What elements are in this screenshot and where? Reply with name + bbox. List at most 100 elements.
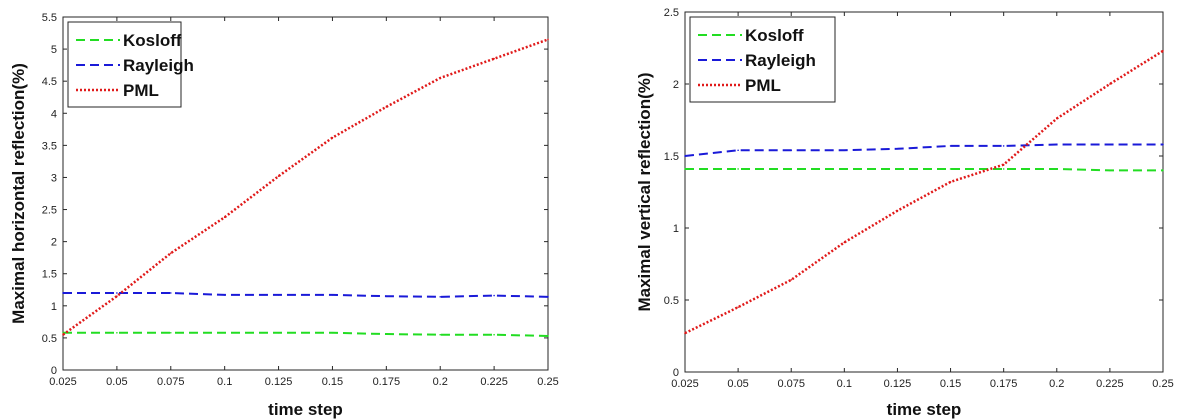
data-point-kosloff	[116, 331, 118, 334]
y-tick-label: 3	[51, 172, 57, 184]
data-point-pml	[790, 279, 793, 281]
data-point-kosloff	[277, 331, 280, 334]
data-point-kosloff	[896, 168, 899, 170]
data-point-rayleigh	[737, 149, 739, 152]
data-point-kosloff	[169, 331, 172, 334]
data-point-kosloff	[223, 331, 226, 334]
series-line-pml	[62, 38, 549, 336]
y-tick-label: 4.5	[42, 76, 57, 88]
data-point-rayleigh	[331, 294, 334, 296]
data-point-rayleigh	[116, 292, 118, 294]
x-tick-label: 0.175	[990, 378, 1018, 390]
y-tick-label: 2.5	[42, 205, 57, 217]
x-tick-label: 0.1	[217, 376, 232, 388]
data-point-pml	[169, 252, 172, 254]
data-point-pml	[843, 241, 846, 244]
data-point-pml	[385, 106, 388, 108]
data-point-rayleigh	[790, 149, 793, 152]
y-tick-label: 1.5	[664, 151, 679, 163]
y-tick-label: 1	[51, 301, 57, 313]
data-point-pml	[277, 175, 280, 177]
x-axis-label: time step	[268, 400, 343, 419]
x-tick-label: 0.05	[106, 376, 127, 388]
x-tick-label: 0.175	[373, 376, 401, 388]
data-point-pml	[1055, 117, 1058, 120]
series-line-kosloff	[63, 331, 549, 337]
data-point-rayleigh	[1055, 143, 1058, 146]
legend: Kosloff Rayleigh PML	[67, 21, 194, 108]
data-point-kosloff	[1002, 168, 1005, 170]
data-point-kosloff	[949, 168, 952, 170]
data-point-rayleigh	[439, 296, 442, 298]
data-point-kosloff	[684, 168, 686, 170]
y-tick-label: 4	[51, 108, 57, 120]
x-tick-label: 0.075	[157, 376, 185, 388]
data-point-rayleigh	[62, 292, 64, 294]
x-tick-label: 0.225	[480, 376, 508, 388]
x-tick-label: 0.125	[265, 376, 293, 388]
legend-label-kosloff: Kosloff	[123, 31, 182, 50]
data-point-pml	[493, 57, 495, 60]
y-tick-label: 0	[51, 365, 57, 377]
series-line-rayleigh	[684, 143, 1163, 157]
data-point-pml	[331, 136, 334, 139]
data-point-pml	[116, 295, 118, 297]
y-tick-label: 2	[51, 237, 57, 249]
x-tick-label: 0.1	[837, 378, 852, 390]
data-point-rayleigh	[684, 155, 686, 157]
data-point-rayleigh	[843, 149, 846, 152]
data-point-pml	[949, 181, 952, 183]
data-point-pml	[62, 333, 64, 336]
legend-box	[67, 21, 182, 108]
data-point-kosloff	[737, 168, 739, 170]
data-point-pml	[1109, 83, 1111, 85]
x-tick-label: 0.2	[433, 376, 448, 388]
data-point-rayleigh	[223, 294, 226, 296]
legend-label-kosloff: Kosloff	[745, 26, 804, 45]
series-line-rayleigh	[63, 291, 549, 298]
data-point-pml	[547, 38, 549, 41]
chart-2: 0.025 0.05 0.075 0.1 0.125 0.15 0.175 0.2 0.225 0…	[635, 7, 1174, 419]
data-point-rayleigh	[1162, 143, 1164, 146]
data-point-rayleigh	[949, 145, 952, 147]
data-point-pml	[737, 306, 739, 309]
data-point-kosloff	[1162, 169, 1164, 172]
data-point-rayleigh	[385, 295, 388, 297]
y-tick-label: 5	[51, 44, 57, 56]
data-point-kosloff	[331, 331, 334, 334]
data-point-pml	[223, 216, 226, 219]
x-tick-label: 0.05	[727, 378, 748, 390]
data-point-rayleigh	[896, 148, 899, 150]
data-point-kosloff	[1055, 168, 1058, 170]
data-point-kosloff	[385, 333, 388, 335]
legend-label-pml: PML	[123, 81, 159, 100]
data-point-kosloff	[547, 335, 549, 337]
data-point-rayleigh	[277, 294, 280, 296]
y-axis-label: Maximal vertical reflection(%)	[635, 72, 654, 311]
x-tick-label: 0.25	[1152, 378, 1173, 390]
x-tick-label: 0.2	[1049, 378, 1064, 390]
series-line-pml	[684, 49, 1164, 335]
legend-label-pml: PML	[745, 76, 781, 95]
y-tick-label: 1	[673, 223, 679, 235]
data-point-rayleigh	[1109, 143, 1111, 146]
data-point-pml	[1002, 163, 1005, 166]
data-point-pml	[684, 332, 686, 334]
data-point-kosloff	[439, 333, 442, 336]
y-tick-label: 1.5	[42, 269, 57, 281]
x-tick-label: 0.15	[940, 378, 961, 390]
legend: Kosloff Rayleigh PML	[689, 16, 836, 103]
x-tick-label: 0.075	[777, 378, 805, 390]
data-point-kosloff	[843, 168, 846, 170]
data-point-kosloff	[790, 168, 793, 170]
x-tick-label: 0.025	[49, 376, 77, 388]
x-tick-label: 0.15	[322, 376, 343, 388]
y-tick-label: 2	[673, 79, 679, 91]
x-tick-label: 0.225	[1096, 378, 1124, 390]
y-tick-label: 3.5	[42, 140, 57, 152]
series-line-kosloff	[685, 167, 1163, 172]
x-tick-label: 0.25	[537, 376, 558, 388]
data-point-kosloff	[1109, 169, 1111, 172]
chart-1: 0.025 0.05 0.075 0.1 0.125 0.15 0.175 0.2 0.225 0…	[9, 12, 559, 419]
